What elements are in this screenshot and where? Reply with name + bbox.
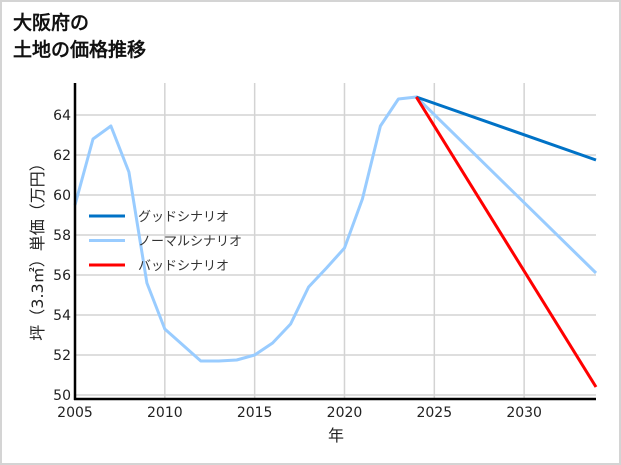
- x-tick-label: 2030: [506, 405, 542, 421]
- y-tick-label: 50: [53, 388, 71, 404]
- x-tick-label: 2005: [57, 405, 93, 421]
- axes: [73, 83, 596, 401]
- y-tick-label: 54: [53, 308, 71, 324]
- y-tick-label: 52: [53, 348, 71, 364]
- x-tick-labels: 2005 2010 2015 2020 2025 2030: [57, 405, 542, 421]
- series-line-2: [415, 96, 598, 388]
- legend-label-1: ノーマルシナリオ: [138, 235, 242, 250]
- y-axis-label: 坪（3.3㎡）単価（万円）: [28, 155, 47, 340]
- y-tick-label: 56: [53, 268, 71, 284]
- y-tick-labels: 50 52 54 56 58 60 62 64: [53, 108, 71, 404]
- x-tick-label: 2010: [147, 405, 183, 421]
- data-lines: [73, 95, 598, 388]
- series-line-1: [73, 95, 598, 363]
- x-axis-label: 年: [328, 426, 344, 445]
- y-tick-label: 58: [53, 228, 71, 244]
- legend-label-0: グッドシナリオ: [138, 210, 229, 225]
- series-line-0: [415, 95, 597, 162]
- chart-title: 大阪府の 土地の価格推移: [13, 12, 147, 61]
- x-tick-label: 2015: [237, 405, 273, 421]
- legend-label-2: バッドシナリオ: [138, 259, 229, 274]
- x-tick-label: 2020: [327, 405, 363, 421]
- y-tick-label: 60: [53, 188, 71, 204]
- y-tick-label: 62: [53, 148, 71, 164]
- x-tick-label: 2025: [416, 405, 452, 421]
- grid-lines: [74, 83, 596, 399]
- y-tick-label: 64: [53, 108, 71, 124]
